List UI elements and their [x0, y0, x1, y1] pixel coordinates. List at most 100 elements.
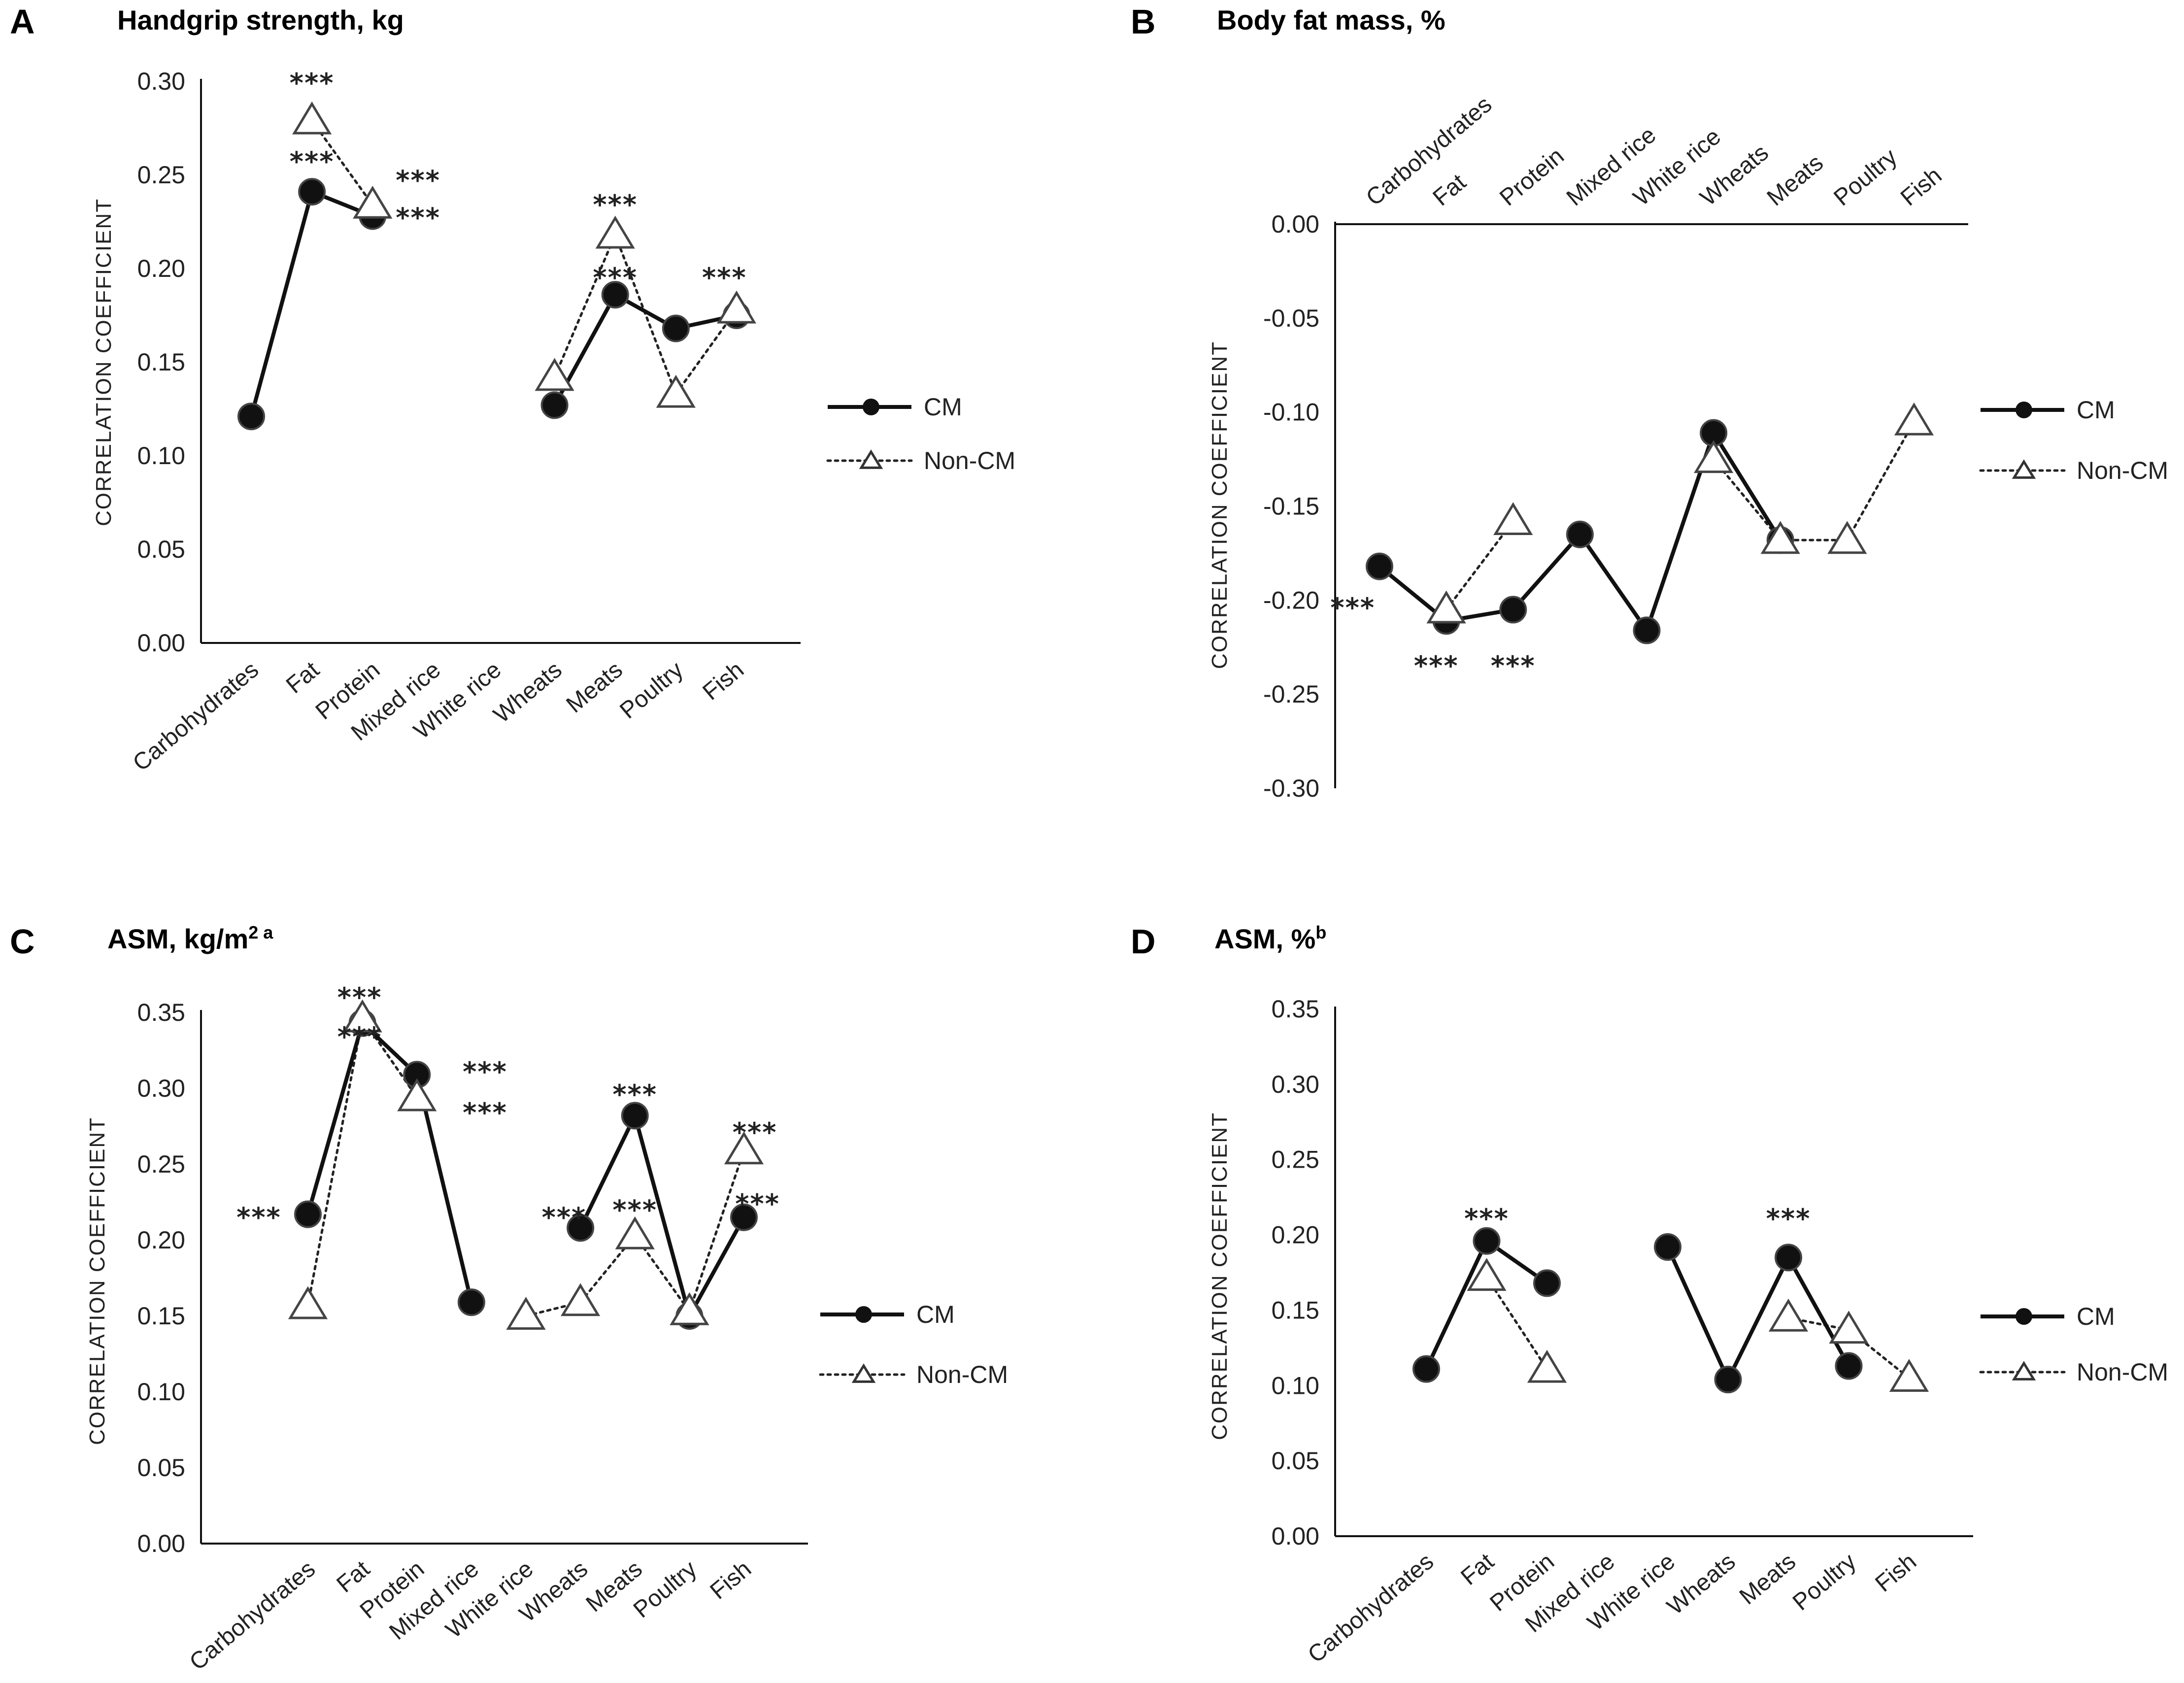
- y-tick-label: 0.30: [137, 67, 185, 95]
- x-tick-label: Meats: [562, 657, 628, 718]
- significance-marker: ***: [542, 1202, 587, 1233]
- cm-point: [298, 178, 326, 206]
- series-line-non-cm: [310, 119, 374, 206]
- y-tick-label: 0.15: [1272, 1296, 1319, 1324]
- x-tick-label: Poultry: [615, 657, 688, 724]
- series-line-cm: [415, 1074, 473, 1303]
- y-tick-label: 0.00: [137, 629, 185, 657]
- cm-point: [457, 1288, 485, 1316]
- non-cm-point: [397, 1078, 437, 1111]
- legend-marker-cm: [855, 1306, 872, 1323]
- x-tick-label: Fish: [1871, 1548, 1922, 1597]
- legend-marker-cm: [2016, 402, 2032, 418]
- non-cm-point: [1467, 1258, 1507, 1291]
- non-cm-point: [1426, 590, 1466, 624]
- panel-letter: B: [1131, 2, 1156, 41]
- series-line-cm: [1666, 1246, 1730, 1380]
- cm-point: [237, 403, 265, 431]
- cm-point: [1835, 1352, 1863, 1380]
- y-tick-label: 0.20: [137, 1226, 185, 1254]
- legend-label-non-cm: Non-CM: [2077, 457, 2168, 484]
- panel-letter: A: [10, 2, 35, 41]
- legend-marker-non-cm: [2012, 1361, 2036, 1380]
- series-line-non-cm: [688, 1149, 745, 1313]
- y-tick-label: 0.15: [137, 1302, 185, 1330]
- non-cm-point: [353, 185, 393, 219]
- significance-marker: ***: [612, 1079, 657, 1110]
- x-tick-label: Fat: [1456, 1548, 1499, 1590]
- cm-point: [730, 1203, 758, 1231]
- significance-marker: ***: [290, 146, 335, 177]
- x-tick-label: Carbohydrates: [128, 657, 264, 776]
- series-line-non-cm: [674, 308, 738, 396]
- y-tick-label: 0.20: [1272, 1221, 1319, 1249]
- legend-label-cm: CM: [2077, 396, 2115, 424]
- non-cm-point: [292, 101, 332, 135]
- cm-point: [1412, 1355, 1440, 1383]
- series-line-non-cm: [1846, 420, 1915, 541]
- significance-marker: ***: [612, 1194, 657, 1225]
- significance-marker: ***: [702, 262, 747, 293]
- non-cm-point: [1493, 502, 1533, 536]
- cm-point: [1714, 1366, 1742, 1394]
- non-cm-point: [1694, 440, 1734, 473]
- chart-panel-a: A Handgrip strength, kg 0.00 0.05 0.10 0.15 0.…: [10, 2, 1015, 776]
- y-tick-label: 0.35: [1272, 995, 1319, 1023]
- non-cm-point: [615, 1216, 655, 1249]
- cm-point: [621, 1102, 649, 1130]
- non-cm-point: [561, 1283, 601, 1316]
- y-tick-label: 0.00: [1272, 1522, 1319, 1550]
- series-line-cm: [1512, 533, 1581, 611]
- cm-point: [1566, 520, 1594, 548]
- series-line-non-cm: [1848, 1328, 1911, 1380]
- non-cm-point: [716, 290, 757, 324]
- series-line-cm: [687, 1216, 746, 1317]
- x-tick-label: Carbohydrates: [1303, 1548, 1439, 1668]
- non-cm-point: [1894, 402, 1934, 436]
- legend: CM Non-CM: [1979, 396, 2168, 484]
- significance-marker: ***: [236, 1202, 281, 1233]
- cm-point: [567, 1214, 595, 1242]
- panel-letter: C: [10, 922, 35, 961]
- x-tick-label: Fish: [1896, 163, 1947, 211]
- legend-marker-non-cm: [851, 1363, 876, 1383]
- x-tick-label: Fat: [332, 1556, 374, 1598]
- series-line-cm: [633, 1115, 692, 1317]
- cm-point: [1533, 1269, 1561, 1297]
- legend-marker-cm: [2016, 1308, 2032, 1325]
- x-tick-label: Poultry: [1829, 144, 1902, 211]
- legend-label-cm: CM: [2077, 1303, 2115, 1330]
- non-cm-point: [342, 999, 382, 1033]
- series-line-non-cm: [306, 1017, 364, 1307]
- legend: CM Non-CM: [826, 393, 1015, 474]
- non-cm-point: [1889, 1359, 1929, 1392]
- non-cm-point: [724, 1131, 764, 1165]
- significance-marker: ***: [733, 1117, 777, 1148]
- legend-marker-non-cm: [859, 449, 883, 469]
- series-line-cm: [1424, 1240, 1489, 1370]
- y-tick-label: 0.20: [137, 255, 185, 282]
- y-tick-label: 0.00: [137, 1530, 185, 1557]
- cm-point: [1366, 552, 1393, 580]
- significance-marker: ***: [463, 1056, 507, 1087]
- significance-marker: ***: [463, 1097, 507, 1128]
- non-cm-point: [670, 1292, 709, 1325]
- chart-panel-b: B Body fat mass, % -0.30 -0.25 -0.20 -0.15 -0.…: [1131, 2, 2168, 802]
- x-tick-label: Poultry: [629, 1556, 702, 1623]
- chart-title: ASM, %b: [1214, 922, 1326, 954]
- significance-marker: ***: [396, 165, 440, 196]
- series-line-non-cm: [1485, 1276, 1548, 1371]
- legend-label-non-cm: Non-CM: [916, 1361, 1008, 1388]
- y-tick-label: -0.20: [1263, 586, 1319, 614]
- series-line-non-cm: [579, 1234, 637, 1304]
- significance-marker: ***: [337, 982, 382, 1013]
- non-cm-point: [1827, 521, 1867, 554]
- y-axis-label: CORRELATION COEFFICIENT: [92, 198, 116, 526]
- significance-marker: ***: [735, 1188, 780, 1219]
- title-superscript: b: [1315, 922, 1326, 942]
- series-line-cm: [249, 191, 314, 417]
- y-tick-label: 0.15: [137, 348, 185, 376]
- y-tick-label: 0.25: [1272, 1146, 1319, 1174]
- series-line-non-cm: [553, 234, 617, 378]
- cm-point: [540, 391, 569, 419]
